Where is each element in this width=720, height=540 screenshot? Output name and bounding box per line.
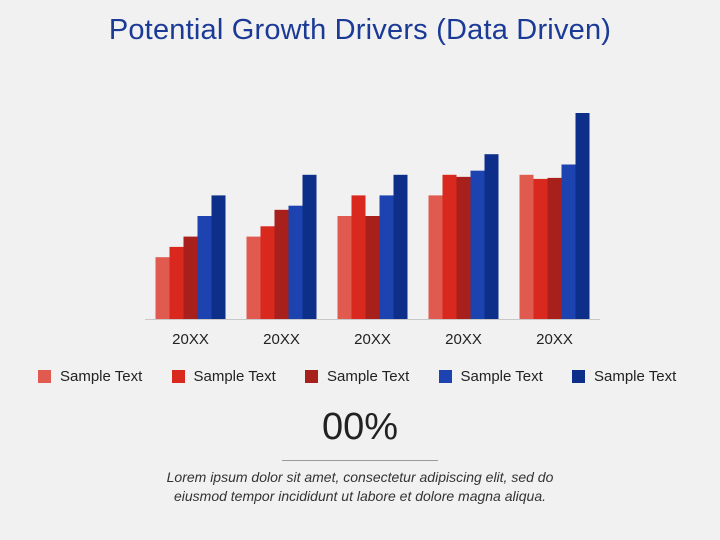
legend-item-3: Sample Text <box>305 366 409 386</box>
legend-label: Sample Text <box>193 367 276 385</box>
legend-label: Sample Text <box>594 367 677 385</box>
legend-item-4: Sample Text <box>438 366 543 386</box>
legend-label: Sample Text <box>60 367 143 385</box>
legend-label: Sample Text <box>460 367 543 385</box>
bar-1-series-5 <box>211 195 226 319</box>
bar-chart: 20XX 20XX 20XX 20XX 20XX <box>145 113 600 348</box>
legend-swatch <box>38 369 51 383</box>
bar-5-series-5 <box>575 113 590 319</box>
legend-swatch <box>305 369 318 383</box>
bar-2-series-3 <box>274 209 289 319</box>
legend-swatch <box>438 369 452 383</box>
bar-5-series-4 <box>561 164 576 319</box>
bar-3-series-3 <box>365 216 380 319</box>
divider <box>282 460 438 461</box>
bar-4-series-1 <box>428 195 443 319</box>
x-tick-label: 20XX <box>536 331 573 348</box>
bar-1-series-2 <box>169 246 184 319</box>
x-tick-label: 20XX <box>263 331 300 348</box>
legend-item-1: Sample Text <box>38 366 142 386</box>
bar-2-series-5 <box>302 174 317 319</box>
legend-swatch <box>171 369 185 383</box>
bar-1-series-1 <box>155 257 170 319</box>
bar-5-series-2 <box>533 178 548 319</box>
x-tick-label: 20XX <box>445 331 482 348</box>
x-tick-label: 20XX <box>172 331 209 348</box>
bar-4-series-4 <box>470 170 485 319</box>
bar-3-series-5 <box>393 174 408 319</box>
bar-3-series-1 <box>337 216 352 319</box>
bar-4-series-2 <box>442 174 457 319</box>
bar-2-series-1 <box>246 236 261 319</box>
bar-2-series-2 <box>260 226 275 319</box>
bar-1-series-3 <box>183 236 198 319</box>
summary-caption: Lorem ipsum dolor sit amet, consectetur … <box>166 469 554 504</box>
legend-swatch <box>572 369 585 383</box>
bar-4-series-5 <box>484 154 499 319</box>
legend-item-5: Sample Text <box>572 366 676 386</box>
chart-title: Potential Growth Drivers (Data Driven) <box>108 14 612 46</box>
bar-5-series-3 <box>547 177 562 319</box>
chart-legend: Sample Text Sample Text Sample Text Sample … <box>0 366 720 386</box>
bar-2-series-4 <box>288 205 303 319</box>
bar-4-series-3 <box>456 176 471 319</box>
bar-3-series-4 <box>379 195 394 319</box>
x-tick-label: 20XX <box>354 331 391 348</box>
bar-3-series-2 <box>351 195 366 319</box>
legend-label: Sample Text <box>327 367 410 385</box>
legend-item-2: Sample Text <box>171 366 276 386</box>
bar-1-series-4 <box>197 216 212 319</box>
summary-value: 00% <box>321 406 399 448</box>
bar-5-series-1 <box>519 174 534 319</box>
